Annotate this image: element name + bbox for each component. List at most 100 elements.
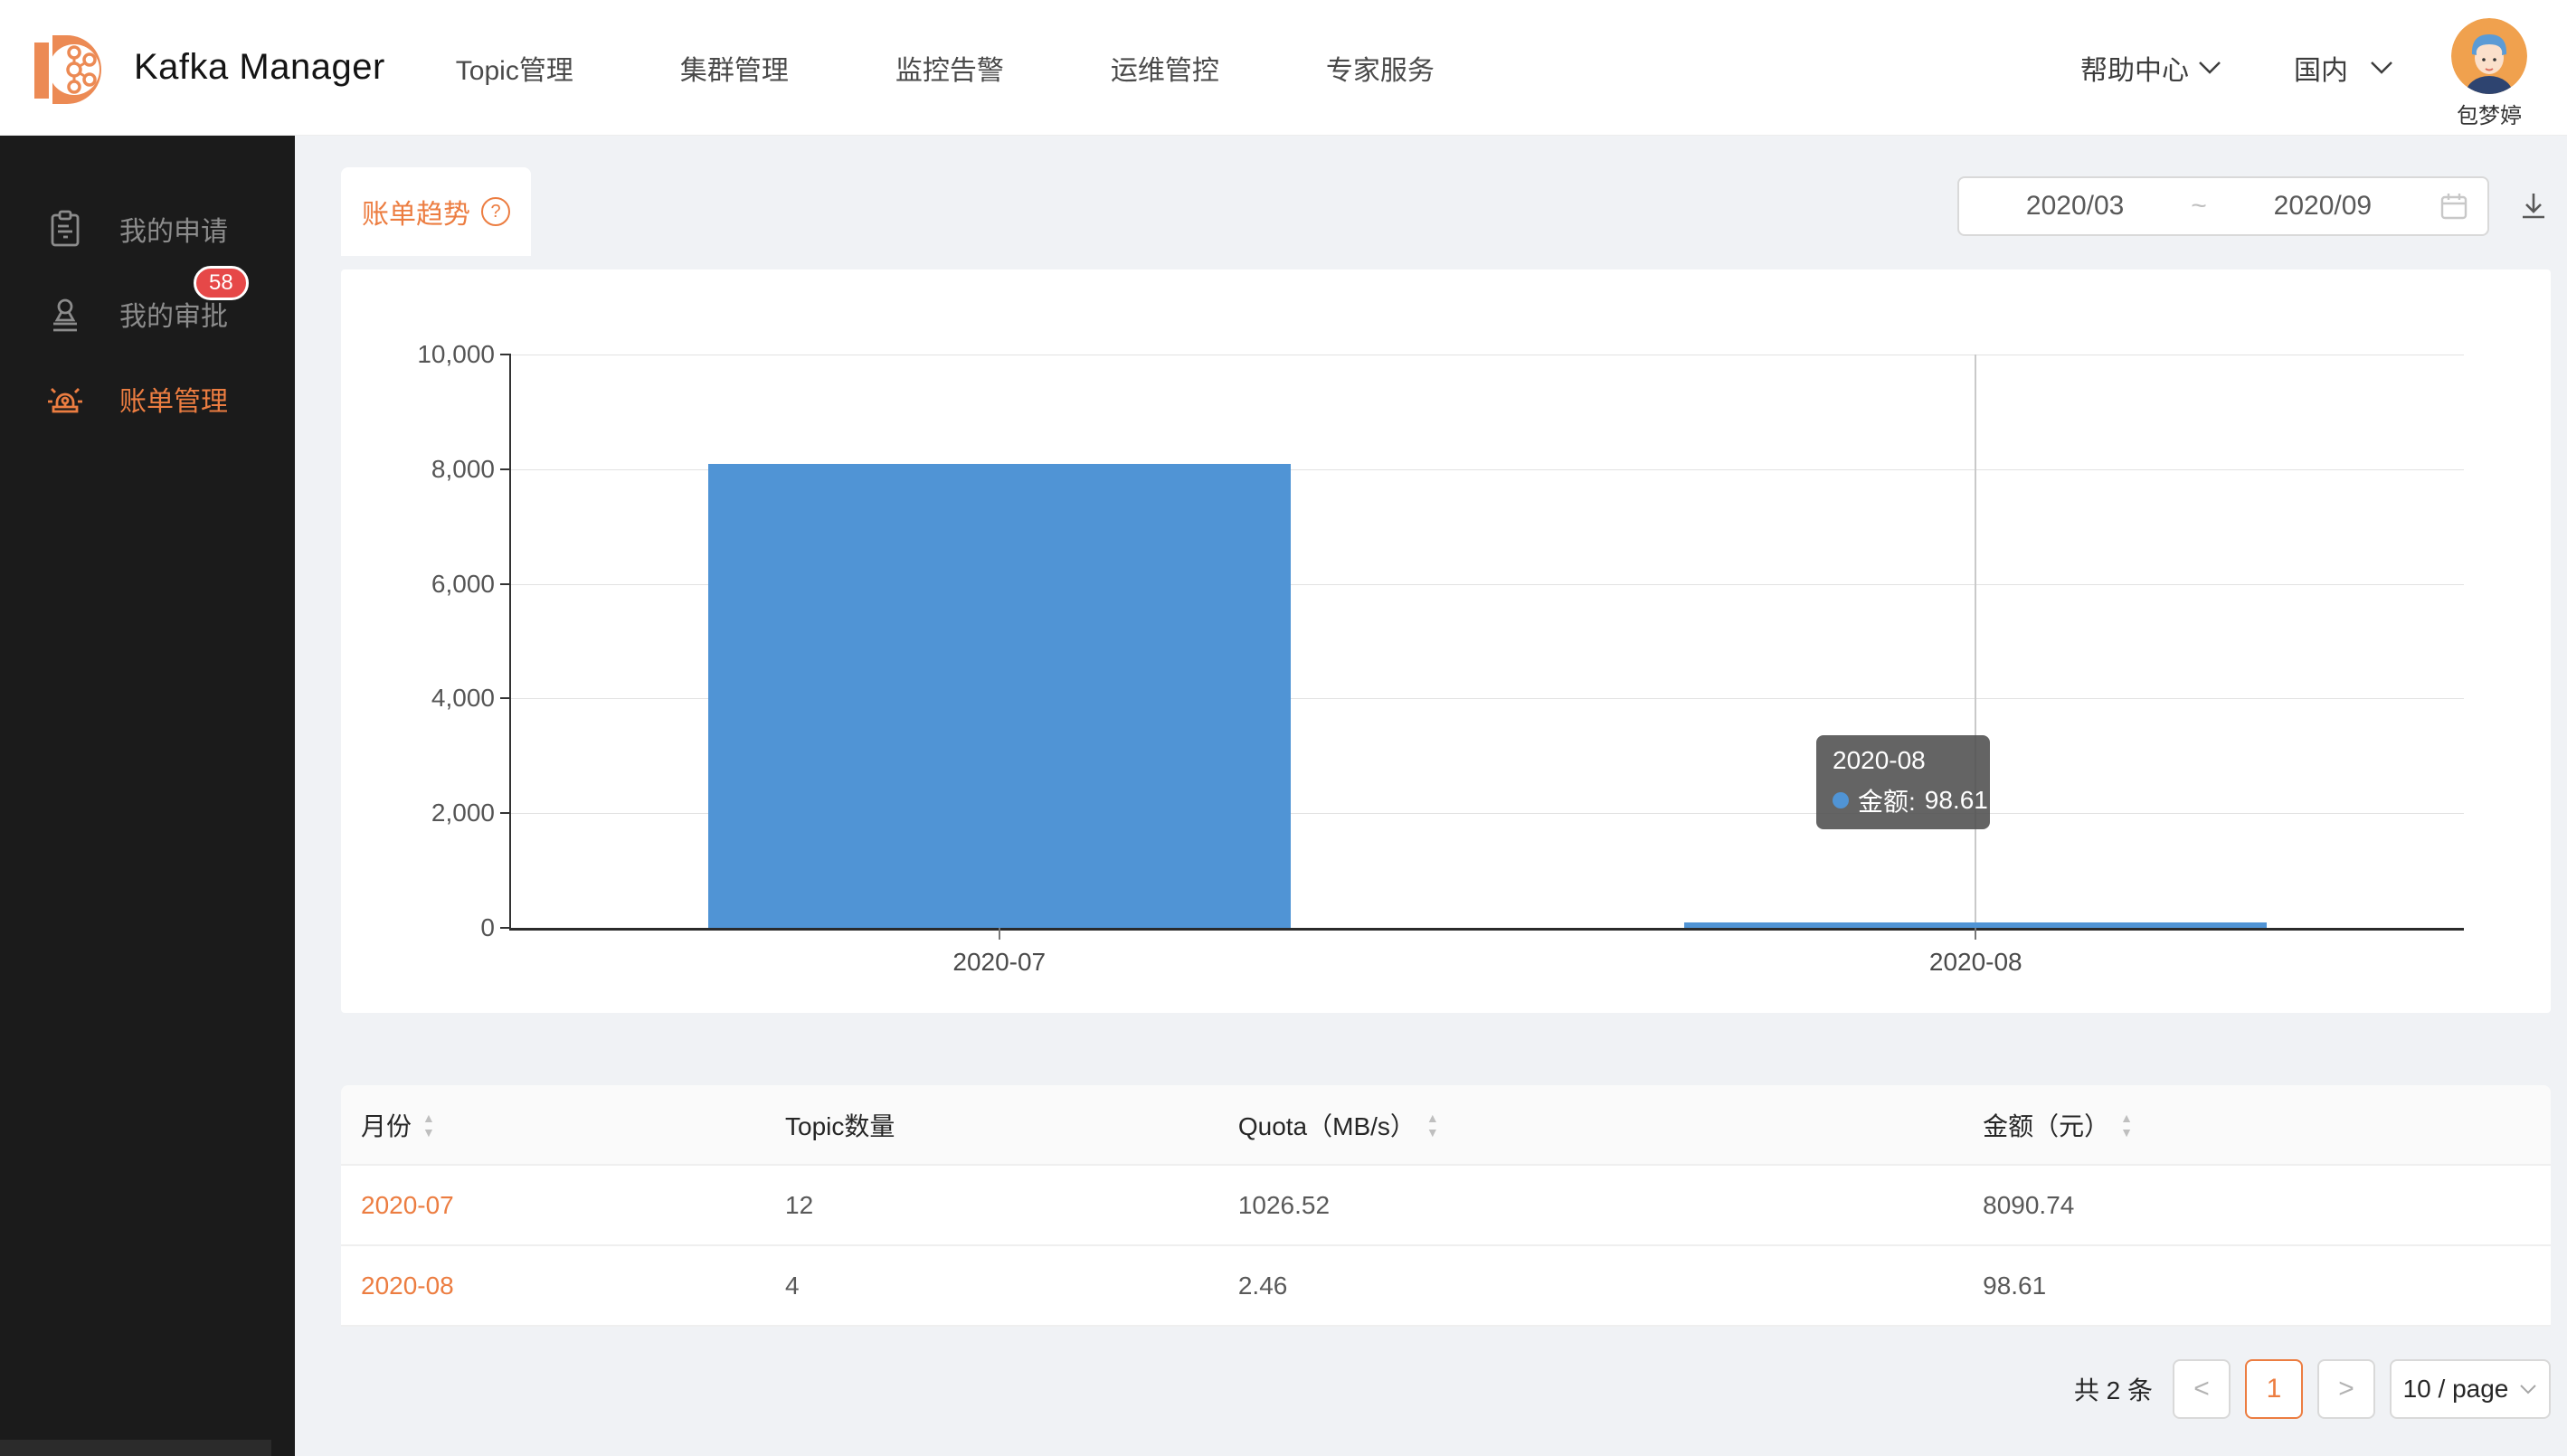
- table-header-cell[interactable]: Quota（MB/s） ▲ ▼: [1237, 1085, 1984, 1165]
- approval-count-badge: 58: [194, 266, 249, 300]
- help-center-dropdown[interactable]: 帮助中心: [2080, 48, 2221, 88]
- app-title: Kafka Manager: [134, 47, 385, 87]
- y-axis-tick-label: 4,000: [431, 684, 495, 713]
- billing-table: 月份 ▲ ▼ Topic数量 Quota（MB/s） ▲ ▼ 金额（元） ▲ ▼ 2020-07 1…: [341, 1085, 2551, 1327]
- bar-chart: 0 2,000 4,000 6,000 8,000 10,000 2020-07 2020-0…: [417, 340, 2464, 976]
- page-size-select[interactable]: 10 / page: [2390, 1359, 2551, 1419]
- sort-toggle-icon[interactable]: ▲ ▼: [2120, 1110, 2133, 1139]
- table-cell: 8090.74: [1983, 1164, 2551, 1245]
- crosshair-line: [1975, 355, 1977, 931]
- help-circle-icon[interactable]: ?: [481, 197, 510, 226]
- sidebar-item-label: 账单管理: [119, 387, 228, 417]
- month-cell: 2020-08: [341, 1244, 786, 1327]
- bar-2020-08[interactable]: [1684, 922, 2268, 928]
- table-cell: 2.46: [1237, 1244, 1984, 1327]
- month-link[interactable]: 2020-07: [361, 1190, 454, 1219]
- date-start-value[interactable]: 2020/03: [2025, 191, 2125, 221]
- y-axis-tick: [500, 697, 511, 700]
- nav-item[interactable]: 监控告警: [895, 55, 1004, 86]
- table-header-cell: Topic数量: [785, 1085, 1238, 1165]
- y-axis-tick: [500, 582, 511, 585]
- tooltip-title: 2020-08: [1833, 746, 1926, 774]
- help-center-label: 帮助中心: [2080, 55, 2189, 86]
- column-header-label: Quota（MB/s）: [1237, 1111, 1416, 1140]
- username: 包梦婷: [2457, 104, 2522, 128]
- sidebar-item-label: 我的申请: [119, 217, 228, 247]
- sort-toggle-icon[interactable]: ▲ ▼: [422, 1110, 435, 1139]
- download-icon[interactable]: [2516, 189, 2551, 223]
- month-cell: 2020-07: [341, 1164, 786, 1245]
- tooltip-value: 98.61: [1924, 786, 1988, 814]
- x-axis-tick-label: 2020-07: [952, 948, 1047, 976]
- x-axis-tick-label: 2020-08: [1928, 948, 2022, 976]
- sidebar-collapse-bar[interactable]: [0, 1440, 271, 1456]
- nav-item[interactable]: Topic管理: [455, 55, 573, 86]
- table-cell: 4: [785, 1244, 1238, 1327]
- clipboard-icon: [51, 210, 80, 247]
- tooltip-series-label: 金额:: [1858, 788, 1916, 816]
- chevron-down-icon: [2199, 61, 2221, 74]
- gridline: [511, 813, 2464, 815]
- avatar[interactable]: [2451, 18, 2527, 94]
- chevron-down-icon: [2520, 1384, 2537, 1394]
- billing-table-card: 月份 ▲ ▼ Topic数量 Quota（MB/s） ▲ ▼ 金额（元） ▲ ▼ 2020-07 1…: [341, 1085, 2551, 1327]
- region-dropdown[interactable]: 国内: [2294, 48, 2393, 88]
- stamp-icon: [53, 298, 77, 332]
- nav-item[interactable]: 专家服务: [1325, 55, 1435, 86]
- main-content: 账单趋势 ? 2020/03 ~ 2020/09: [295, 136, 2567, 1456]
- x-axis-tick: [1975, 928, 1977, 940]
- y-axis-tick: [500, 468, 511, 470]
- next-page-button[interactable]: >: [2317, 1359, 2375, 1419]
- page-1-button[interactable]: 1: [2245, 1359, 2303, 1419]
- sort-toggle-icon[interactable]: ▲ ▼: [1426, 1110, 1439, 1139]
- sidebar-item-label: 我的审批: [119, 302, 228, 332]
- nav-item[interactable]: 集群管理: [679, 55, 789, 86]
- prev-page-button[interactable]: <: [2173, 1359, 2231, 1419]
- calendar-icon: [2440, 194, 2468, 220]
- table-header-row: 月份 ▲ ▼ Topic数量 Quota（MB/s） ▲ ▼ 金额（元） ▲ ▼: [341, 1085, 2551, 1165]
- x-axis-tick: [998, 928, 1000, 940]
- pagination: 共 2 条 < 1 > 10 / page: [341, 1359, 2551, 1419]
- series-dot-icon: [1833, 792, 1849, 808]
- table-header-cell[interactable]: 月份 ▲ ▼: [341, 1085, 786, 1165]
- chart-tooltip: 2020-08 金额: 98.61: [1816, 735, 1990, 829]
- date-range-picker[interactable]: 2020/03 ~ 2020/09: [1957, 176, 2489, 236]
- tab-label: 账单趋势: [362, 200, 470, 230]
- column-header-label: Topic数量: [785, 1111, 895, 1140]
- billing-trend-chart-card: 0 2,000 4,000 6,000 8,000 10,000 2020-07 2020-0…: [341, 269, 2551, 1013]
- table-row: 2020-08 4 2.46 98.61: [341, 1244, 2551, 1327]
- gridline: [511, 583, 2464, 585]
- siren-icon: [48, 388, 82, 413]
- column-header-label: 月份: [361, 1111, 412, 1140]
- user-account[interactable]: 包梦婷: [2451, 18, 2527, 129]
- y-axis-tick-label: 8,000: [431, 454, 495, 483]
- table-row: 2020-07 12 1026.52 8090.74: [341, 1164, 2551, 1245]
- gridline: [511, 698, 2464, 700]
- x-axis-line: [509, 928, 2464, 931]
- sidebar-item-billing[interactable]: 账单管理: [0, 356, 295, 441]
- y-axis-tick-label: 6,000: [431, 569, 495, 598]
- tab-billing-trend[interactable]: 账单趋势 ?: [341, 167, 531, 256]
- table-header-cell[interactable]: 金额（元） ▲ ▼: [1983, 1085, 2551, 1165]
- main-nav: Topic管理 集群管理 监控告警 运维管控 专家服务: [456, 48, 1435, 88]
- y-axis-line: [509, 355, 511, 928]
- bar-2020-07[interactable]: [707, 464, 1291, 928]
- sidebar-item-my-applications[interactable]: 我的申请: [0, 186, 295, 271]
- month-link[interactable]: 2020-08: [361, 1271, 454, 1300]
- y-axis-tick: [500, 354, 511, 355]
- date-separator: ~: [2191, 191, 2207, 221]
- y-axis-tick: [500, 812, 511, 815]
- y-axis-tick-label: 0: [480, 913, 495, 941]
- total-count-label: 共 2 条: [2073, 1376, 2153, 1404]
- nav-item[interactable]: 运维管控: [1110, 55, 1219, 86]
- date-end-value[interactable]: 2020/09: [2273, 191, 2373, 221]
- y-axis-tick-label: 10,000: [417, 340, 495, 368]
- kafka-manager-logo-icon: [34, 34, 101, 104]
- region-label: 国内: [2294, 55, 2348, 86]
- sidebar-item-my-approvals[interactable]: 我的审批 58: [0, 266, 295, 356]
- y-axis-tick: [500, 927, 511, 929]
- chevron-down-icon: [2371, 61, 2392, 74]
- page-size-label: 10 / page: [2402, 1375, 2509, 1403]
- table-cell: 12: [785, 1164, 1238, 1245]
- table-cell: 98.61: [1983, 1244, 2551, 1327]
